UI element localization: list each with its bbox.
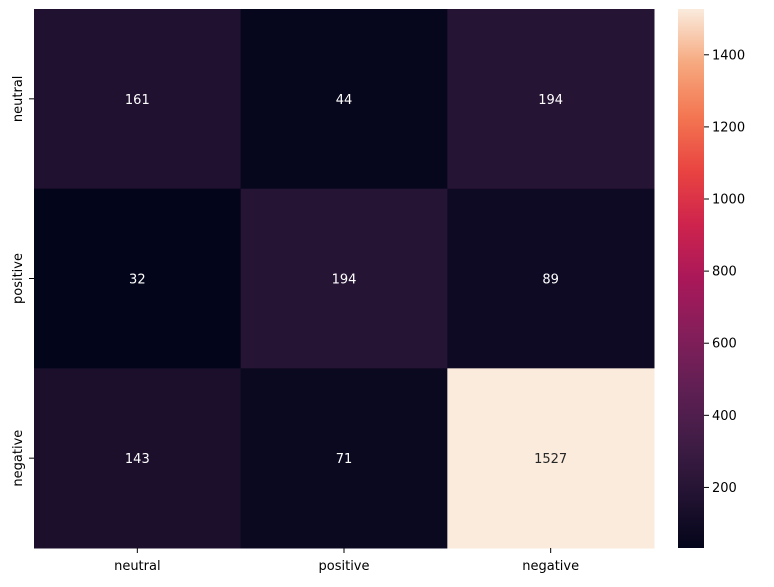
heatmap-cell — [34, 9, 242, 190]
y-tick-label: neutral — [11, 76, 26, 123]
heatmap-cell — [447, 188, 655, 369]
cell-value-label: 143 — [125, 452, 150, 467]
heatmap-cell — [447, 368, 655, 549]
cell-annotations: 161 44 194 32 194 89 143 71 1527 — [125, 93, 567, 467]
colorbar-tick-label: 1400 — [712, 48, 745, 63]
y-axis: neutral positive negative — [11, 76, 34, 487]
heatmap-cells — [34, 9, 655, 549]
heatmap-cell — [34, 188, 242, 369]
colorbar-tick-label: 400 — [712, 409, 737, 424]
colorbar-tick-label: 200 — [712, 481, 737, 496]
heatmap-cell — [447, 9, 655, 190]
cell-value-label: 44 — [336, 93, 353, 108]
y-tick-label: positive — [11, 253, 26, 304]
heatmap-cell — [240, 188, 448, 369]
cell-value-label: 89 — [542, 273, 559, 288]
cell-value-label: 194 — [332, 273, 357, 288]
cell-value-label: 161 — [125, 93, 150, 108]
x-tick-label: negative — [522, 559, 579, 574]
heatmap-cell — [240, 368, 448, 549]
colorbar-tick-label: 600 — [712, 337, 737, 352]
x-tick-label: positive — [319, 559, 370, 574]
colorbar-tick-label: 1000 — [712, 193, 745, 208]
colorbar-tick-label: 1200 — [712, 120, 745, 135]
heatmap-cell — [240, 9, 448, 190]
colorbar-gradient — [678, 9, 704, 548]
cell-value-label: 1527 — [534, 452, 567, 467]
x-axis: neutral positive negative — [114, 548, 579, 574]
cell-value-label: 194 — [538, 93, 563, 108]
heatmap-cell — [34, 368, 242, 549]
x-tick-label: neutral — [114, 559, 161, 574]
colorbar-tick-label: 800 — [712, 265, 737, 280]
cell-value-label: 71 — [336, 452, 353, 467]
cell-value-label: 32 — [129, 273, 146, 288]
colorbar: 200 400 600 800 1000 1200 1400 — [678, 9, 745, 548]
y-tick-label: negative — [11, 430, 26, 487]
